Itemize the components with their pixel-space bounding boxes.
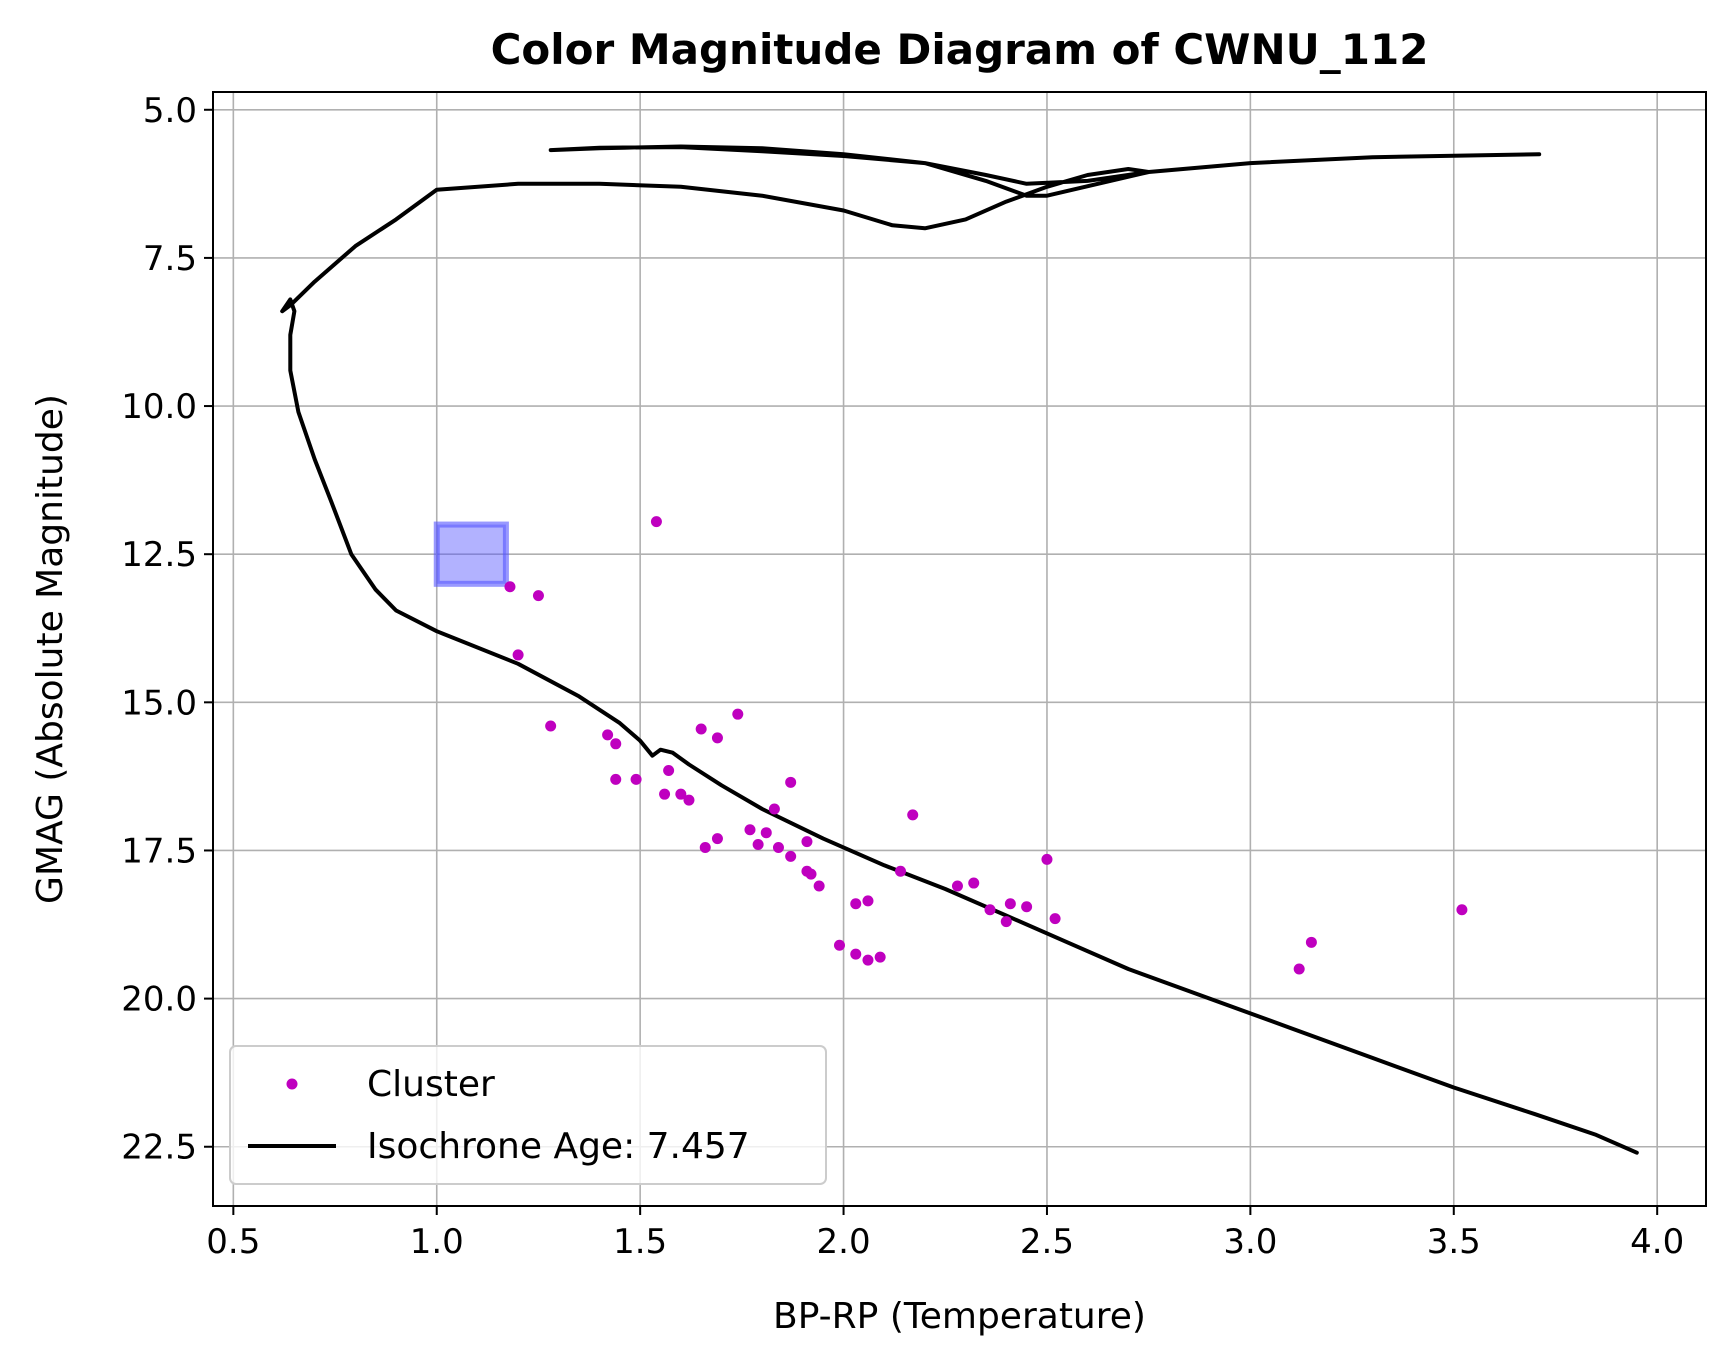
cluster-point — [907, 809, 919, 821]
x-tick-label: 1.0 — [410, 1222, 464, 1262]
x-tick-label: 3.0 — [1223, 1222, 1277, 1262]
cluster-point — [675, 788, 687, 800]
cluster-point — [610, 773, 622, 785]
x-tick-label: 2.5 — [1020, 1222, 1074, 1262]
cluster-point — [1456, 904, 1468, 916]
x-axis-ticks: 0.5 1.0 1.5 2.0 2.5 3.0 3.5 4.0 — [206, 1206, 1684, 1262]
cluster-point — [683, 794, 695, 806]
cluster-point — [895, 865, 907, 877]
y-axis-ticks: 5.0 7.5 10.0 12.5 15.0 17.5 20.0 22.5 — [121, 91, 213, 1168]
cluster-point — [695, 723, 707, 735]
cluster-point — [862, 895, 874, 907]
cluster-point — [532, 590, 544, 602]
legend-label-cluster: Cluster — [367, 1064, 495, 1105]
cluster-point — [785, 850, 797, 862]
cluster-point — [984, 904, 996, 916]
x-tick-label: 0.5 — [206, 1222, 260, 1262]
cluster-point — [610, 738, 622, 750]
cluster-point — [760, 827, 772, 839]
highlight-box — [433, 521, 509, 587]
cluster-point — [850, 948, 862, 960]
cluster-point — [650, 516, 662, 528]
cluster-point — [801, 836, 813, 848]
legend: Cluster Isochrone Age: 7.457 — [229, 1045, 827, 1185]
x-tick-label: 3.5 — [1427, 1222, 1481, 1262]
cluster-point — [772, 842, 784, 854]
y-tick-label: 17.5 — [121, 831, 197, 871]
chart-title: Color Magnitude Diagram of CWNU_112 — [491, 25, 1429, 74]
y-axis-label: GMAG (Absolute Magnitude) — [30, 394, 71, 904]
cluster-point — [968, 877, 980, 889]
cluster-points-layer — [504, 516, 1468, 975]
isochrone-layer — [280, 144, 1639, 1155]
cluster-point — [1004, 898, 1016, 910]
cluster-point — [1041, 853, 1053, 865]
cluster-point — [813, 880, 825, 892]
cluster-point — [744, 824, 756, 836]
plot-frame — [212, 91, 1707, 1207]
cluster-point — [805, 868, 817, 880]
cluster-point — [862, 954, 874, 966]
cluster-point — [545, 720, 557, 732]
legend-marker-cluster — [286, 1078, 298, 1090]
cluster-point — [732, 708, 744, 720]
x-tick-label: 2.0 — [817, 1222, 871, 1262]
cluster-point — [785, 776, 797, 788]
cluster-point — [768, 803, 780, 815]
cluster-point — [1305, 936, 1317, 948]
y-tick-label: 22.5 — [121, 1128, 197, 1168]
cluster-point — [504, 581, 516, 593]
x-tick-label: 4.0 — [1630, 1222, 1684, 1262]
x-axis-label: BP-RP (Temperature) — [773, 1296, 1146, 1337]
y-tick-label: 20.0 — [121, 980, 197, 1020]
cluster-point — [512, 649, 524, 661]
cluster-point — [699, 842, 711, 854]
cluster-point — [1049, 913, 1061, 925]
y-tick-label: 7.5 — [143, 239, 197, 279]
y-tick-label: 15.0 — [121, 683, 197, 723]
cluster-point — [1293, 963, 1305, 975]
cluster-point — [659, 788, 671, 800]
cluster-point — [663, 764, 675, 776]
cluster-point — [752, 839, 764, 851]
cluster-point — [833, 939, 845, 951]
cluster-point — [1021, 901, 1033, 913]
cluster-point — [630, 773, 642, 785]
cluster-point — [602, 729, 614, 741]
cluster-point — [1000, 916, 1012, 928]
grid — [213, 92, 1706, 1206]
y-tick-label: 5.0 — [143, 91, 197, 131]
legend-box — [229, 1045, 827, 1185]
legend-label-isochrone: Isochrone Age: 7.457 — [367, 1126, 750, 1167]
cluster-point — [850, 898, 862, 910]
highlight-box-layer — [433, 521, 509, 587]
cluster-point — [874, 951, 886, 963]
y-tick-label: 10.0 — [121, 387, 197, 427]
isochrone-line — [280, 144, 1639, 1155]
x-tick-label: 1.5 — [613, 1222, 667, 1262]
y-tick-label: 12.5 — [121, 535, 197, 575]
cluster-point — [711, 833, 723, 845]
cluster-point — [711, 732, 723, 744]
cluster-point — [951, 880, 963, 892]
